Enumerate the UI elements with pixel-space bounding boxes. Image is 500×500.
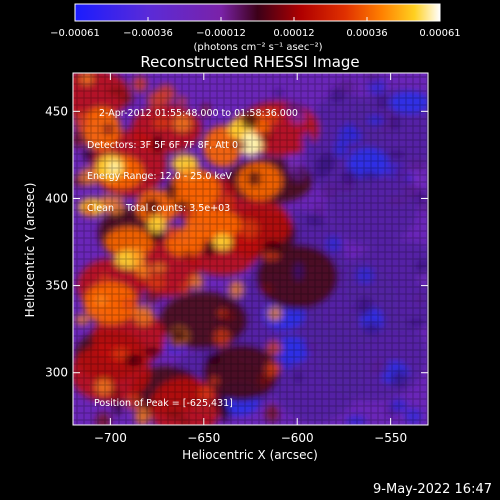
x-axis-label: Heliocentric X (arcsec): [182, 448, 318, 462]
x-tick-label: −550: [374, 431, 407, 445]
colorbar-tick-label: 0.00012: [273, 28, 314, 39]
annotation-clean-counts: Clean Total counts: 3.5e+03: [87, 202, 231, 214]
y-axis-label: Heliocentric Y (arcsec): [23, 183, 37, 318]
x-tick-label: −650: [187, 431, 220, 445]
annotation-time-range: 2-Apr-2012 01:55:48.000 to 01:58:36.000: [99, 108, 298, 119]
x-tick-label: −700: [94, 431, 127, 445]
annotation-detectors: Detectors: 3F 5F 6F 7F 8F, Att 0: [87, 139, 239, 151]
colorbar-units-label: (photons cm⁻² s⁻¹ asec⁻²): [193, 42, 322, 53]
y-tick-label: 300: [45, 366, 68, 380]
colorbar-tick-label: −0.00061: [50, 28, 100, 39]
x-tick-label: −600: [281, 431, 314, 445]
colorbar-gradient: [74, 3, 441, 22]
plot-frame: [72, 72, 429, 426]
annotation-block: 2-Apr-2012 01:55:48.000 to 01:58:36.000 …: [87, 88, 298, 225]
colorbar-ticks: −0.00061 −0.00036 −0.00012 0.00012 0.00036 0.…: [50, 17, 461, 39]
chart-title: Reconstructed RHESSI Image: [140, 53, 360, 71]
footer-timestamp: 9-May-2022 16:47: [373, 482, 492, 497]
x-axis-ticks: −700 −650 −600 −550: [94, 73, 407, 445]
heatmap-image: [73, 73, 428, 425]
y-tick-label: 450: [45, 104, 68, 118]
annotation-peak-position: Position of Peak = [-625,431]: [94, 398, 233, 409]
colorbar-tick-label: 0.00036: [346, 28, 387, 39]
annotation-energy-range: Energy Range: 12.0 - 25.0 keV: [87, 171, 232, 182]
colorbar: −0.00061 −0.00036 −0.00012 0.00012 0.00036 0.…: [50, 3, 461, 53]
y-tick-label: 350: [45, 279, 68, 293]
colorbar-tick-label: −0.00012: [196, 28, 246, 39]
y-axis-ticks: 300 350 400 450: [45, 104, 428, 380]
colorbar-tick-label: −0.00036: [123, 28, 173, 39]
colorbar-tick-label: 0.00061: [419, 28, 460, 39]
y-tick-label: 400: [45, 191, 68, 205]
